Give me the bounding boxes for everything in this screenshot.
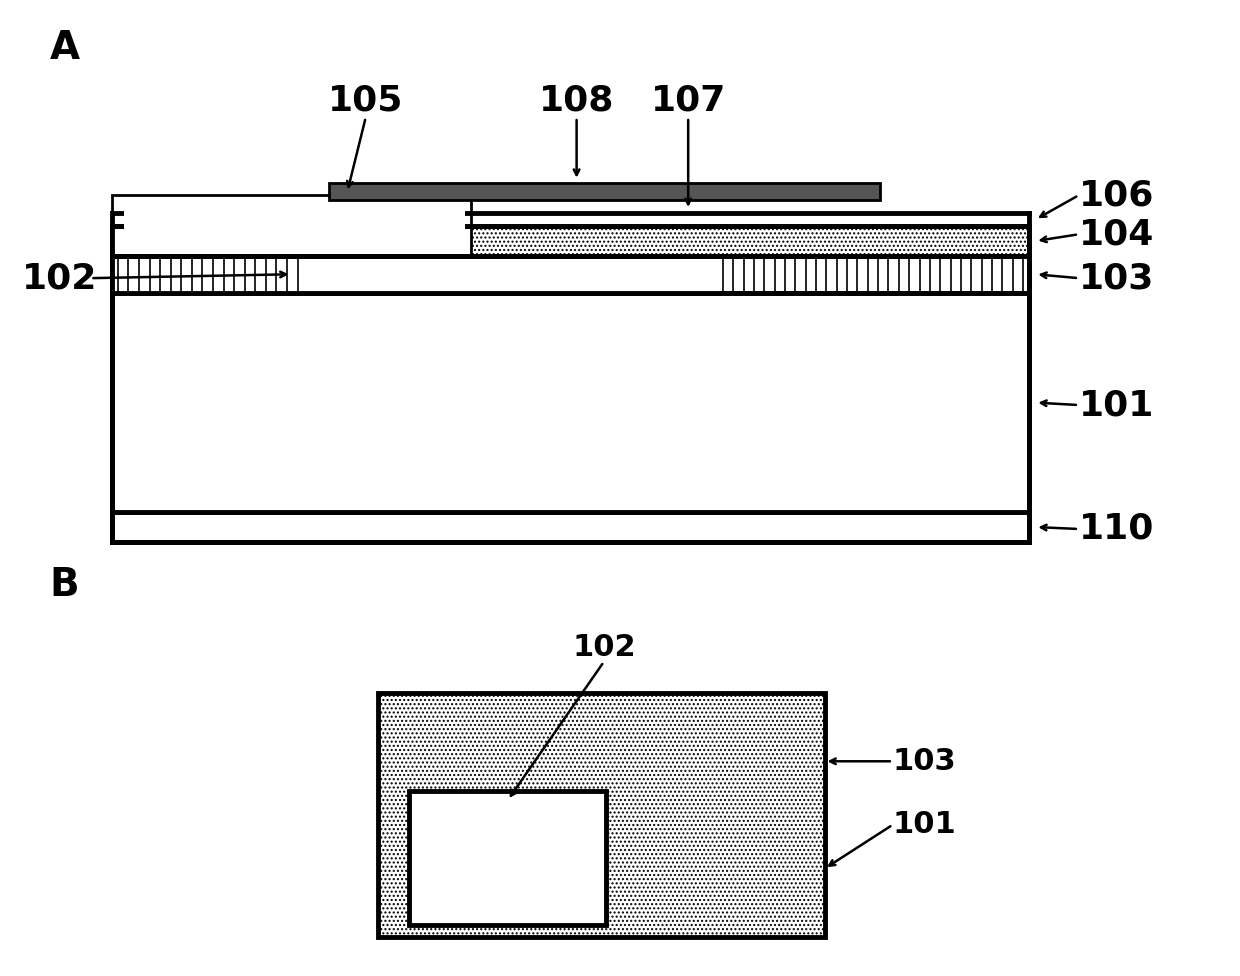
Bar: [304, 257, 719, 292]
Bar: [112, 226, 1029, 256]
Text: A: A: [50, 29, 79, 67]
Text: 110: 110: [1079, 512, 1154, 546]
Text: 107: 107: [651, 83, 725, 117]
Bar: [112, 195, 471, 256]
Bar: [112, 256, 1029, 293]
Text: 101: 101: [1079, 388, 1154, 422]
Text: 106: 106: [1079, 179, 1154, 212]
Text: 102: 102: [22, 262, 98, 295]
Text: 105: 105: [329, 83, 403, 117]
Text: 101: 101: [893, 810, 956, 839]
Bar: [112, 512, 1029, 542]
Bar: [112, 213, 1029, 226]
Bar: [112, 256, 304, 293]
Text: 103: 103: [1079, 262, 1154, 295]
Bar: [378, 693, 825, 937]
Text: 103: 103: [893, 747, 956, 776]
Text: 104: 104: [1079, 218, 1154, 251]
Text: 108: 108: [539, 83, 614, 117]
Bar: [124, 198, 465, 253]
Bar: [112, 293, 1029, 512]
Bar: [409, 791, 606, 925]
Bar: [329, 183, 880, 200]
Text: 102: 102: [572, 632, 636, 662]
Text: B: B: [50, 566, 79, 604]
